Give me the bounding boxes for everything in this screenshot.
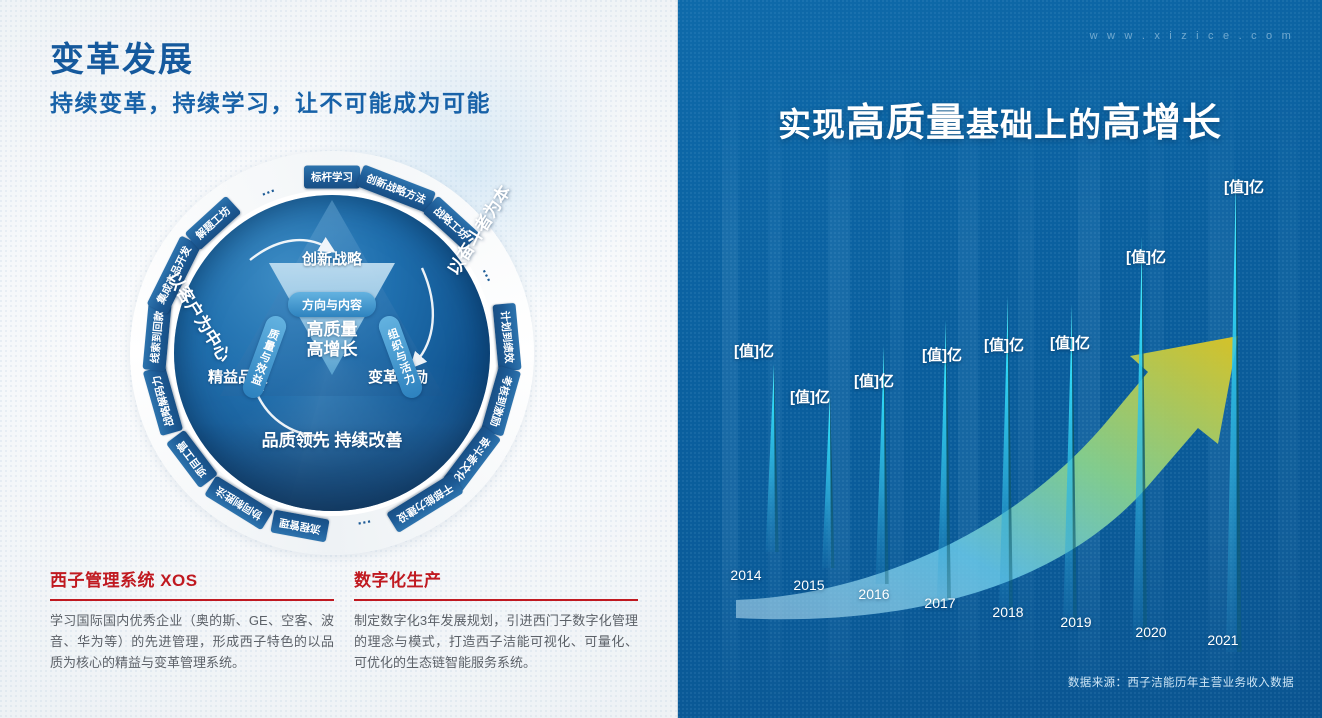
spike-shadow [946,320,951,598]
ring-chip-label: 计划到绩效 [492,302,522,371]
spike-body [822,392,831,568]
ring-chip-label: 标杆学习 [304,165,360,189]
axis-year-label: 2018 [992,604,1024,620]
ring-chip-label: 协同制胜法 [205,475,274,530]
spike-value-label: [值]亿 [854,373,894,390]
spike-body [1063,304,1073,626]
triangle-apex-label: 创新战略 [301,251,363,268]
spike-value-label: [值]亿 [922,347,962,364]
spike-body [765,364,775,552]
spike-shadow [1008,296,1013,612]
ring-chip-label: 战略解码力 [142,366,183,437]
ring-chip-label: 干部能力建设 [385,472,464,533]
center-core-line1: 高质量 [306,320,358,339]
spike-body [1132,236,1143,640]
spike-body [999,296,1009,612]
axis-year-label: 2019 [1060,614,1092,630]
spike-value-label: [值]亿 [984,337,1024,354]
info-block-xos-body: 学习国际国内优秀企业（奥的斯、GE、空客、波音、华为等）的先进管理，形成西子特色… [50,613,334,671]
left-panel: 变革发展 持续变革，持续学习，让不可能成为可能 标杆学习 创新战略方法 战略工坊… 计… [0,0,678,718]
right-panel: w w w . x i z i c e . c o m 实现高质量基础上的高增长 [678,0,1322,718]
info-block-digital-heading: 数字化生产 [354,571,442,590]
ring-chip-label: 解题工坊 [184,195,242,251]
chart-title: 实现高质量基础上的高增长 [678,92,1322,148]
axis-year-label: 2014 [730,567,762,583]
spike-body [937,320,947,598]
axis-year-label: 2017 [924,595,956,611]
spike-value-label: [值]亿 [1126,249,1166,266]
axis-year-label: 2021 [1207,632,1239,648]
site-watermark: w w w . x i z i c e . c o m [1089,30,1294,42]
axis-year-label: 2015 [793,577,825,593]
ring-chip-label: 创新战略方法 [355,164,436,214]
spike-value-label: [值]亿 [734,343,774,360]
info-block-xos: 西子管理系统 XOS 学习国际国内优秀企业（奥的斯、GE、空客、波音、华为等）的… [50,566,334,673]
ring-chip-label: 考核到激励 [481,366,522,437]
info-block-xos-heading: 西子管理系统 XOS [50,571,198,590]
axis-year-label: 2016 [858,586,890,602]
ring-chip-label: 流程管理 [270,509,330,543]
ring-chip-label: … [478,263,501,286]
info-block-digital-divider [354,599,638,601]
spike-value-label: [值]亿 [790,389,830,406]
info-block-digital: 数字化生产 制定数字化3年发展规划，引进西门子数字化管理的理念与模式，打造西子洁… [354,566,638,673]
spike-body [875,346,885,584]
page-title: 变革发展 [50,41,194,79]
ring-chip-group: 标杆学习 创新战略方法 战略工坊… 计划到绩效 考核到激励 奋斗者文化 干部能力建设… 流程管… [122,148,542,558]
spike-body [1226,172,1237,652]
ring-chip-label: … [257,177,280,200]
info-block-digital-body: 制定数字化3年发展规划，引进西门子数字化管理的理念与模式，打造西子洁能可视化、可… [354,613,638,671]
direction-pill: 方向与内容 [287,292,377,317]
revenue-spike-chart [736,172,1242,652]
spike-value-label: [值]亿 [1050,335,1090,352]
center-core-line2: 高增长 [306,339,358,359]
management-system-diagram: 标杆学习 创新战略方法 战略工坊… 计划到绩效 考核到激励 奋斗者文化 干部能力建设… 流程管… [122,148,542,558]
page-subtitle: 持续变革，持续学习，让不可能成为可能 [50,90,491,116]
spike-shadow [830,392,835,568]
ring-chip-label: … [354,516,375,536]
ring-chip-label: 项目工管 [165,429,218,489]
chart-title-part1: 实现 [777,106,846,143]
chart-title-part4: 高增长 [1102,102,1223,145]
data-source-note: 数据来源：西子洁能历年主营业务收入数据 [1067,677,1294,689]
axis-year-label: 2020 [1135,624,1167,640]
info-block-xos-divider [50,599,334,601]
spike-value-label: [值]亿 [1224,179,1264,196]
chart-title-part3: 基础上的 [966,106,1102,143]
spike-shadow [1236,172,1242,652]
center-core-text: 高质量 高增长 [307,320,358,359]
diagram-motto: 品质领先 持续改善 [261,431,403,450]
chart-title-part2: 高质量 [845,102,966,145]
panel-divider [677,0,678,718]
